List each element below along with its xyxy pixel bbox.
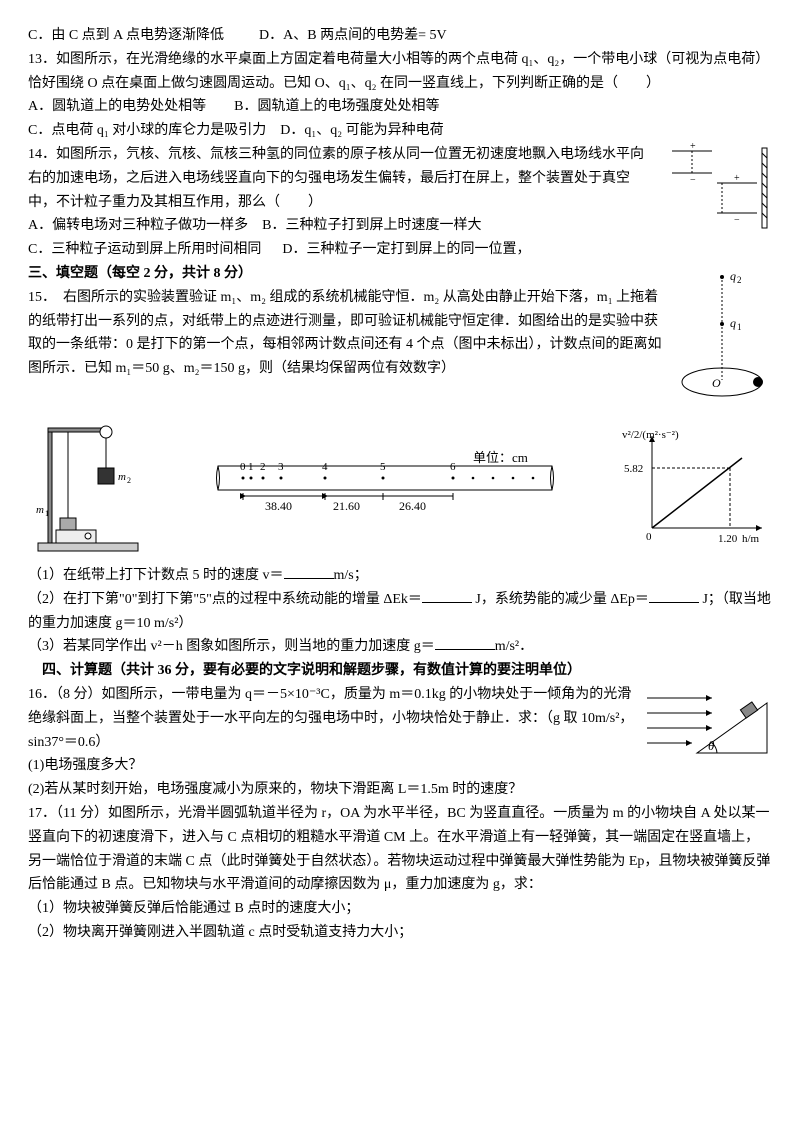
q14-optA: A．偏转电场对三种粒子做功一样多: [28, 218, 248, 233]
svg-text:0: 0: [646, 531, 652, 543]
q14-optD: D．三种粒子一定打到屏上的同一位置，: [282, 242, 530, 257]
q12-options: C．由 C 点到 A 点电势逐渐降低 D．A、B 两点间的电势差= 5V: [28, 24, 772, 48]
graph-ylabel: v²/2/(m²·s⁻²): [622, 429, 679, 441]
svg-text:m: m: [118, 471, 126, 483]
svg-text:1: 1: [737, 322, 742, 332]
svg-text:1: 1: [45, 509, 49, 518]
apparatus-icon: m2 m1: [28, 418, 148, 558]
svg-text:m: m: [36, 504, 44, 516]
q13-row2: C．点电荷 q₁ 对小球的库仑力是吸引力 D．q₁、q₂ 可能为异种电荷: [28, 119, 772, 143]
q13-optD: D．q₁、q₂ 可能为异种电荷: [280, 123, 443, 138]
q15-p3: （3）若某同学作出 v²－h 图象如图所示，则当地的重力加速度 g＝m/s²．: [28, 635, 772, 659]
svg-text:+: +: [690, 143, 696, 152]
q13-optB: B．圆轨道上的电场强度处处相等: [234, 99, 439, 114]
svg-text:0: 0: [240, 461, 246, 473]
q13-row1: A．圆轨道上的电势处处相等 B．圆轨道上的电场强度处处相等: [28, 95, 772, 119]
graph-ytick: 5.82: [624, 463, 643, 475]
q15-stem: 15． 右图所示的实验装置验证 m₁、m₂ 组成的系统机械能守恒．m₂ 从高处由…: [28, 286, 664, 381]
q15-p2: （2）在打下第"0"到打下第"5"点的过程中系统动能的增量 ΔEk＝ J，系统势…: [28, 588, 772, 636]
q14-optC: C．三种粒子运动到屏上所用时间相同: [28, 242, 261, 257]
tape-d2: 21.60: [333, 499, 360, 513]
q13-optA: A．圆轨道上的电势处处相等: [28, 99, 206, 114]
q12-optC: C．由 C 点到 A 点电势逐渐降低: [28, 28, 224, 43]
q17-p1: （1）物块被弹簧反弹后恰能通过 B 点时的速度大小；: [28, 897, 772, 921]
svg-text:1: 1: [248, 461, 254, 473]
svg-text:2: 2: [127, 476, 131, 485]
svg-text:2: 2: [260, 461, 266, 473]
q12-optD: D．A、B 两点间的电势差= 5V: [259, 28, 447, 43]
sec3-row: 三、填空题（每空 2 分，共计 8 分） 15． 右图所示的实验装置验证 m₁、…: [28, 262, 772, 412]
svg-text:3: 3: [278, 461, 284, 473]
q16-p1: (1)电场强度多大？: [28, 754, 634, 778]
graph-icon: v²/2/(m²·s⁻²) h/m 5.82 1.20 0: [622, 428, 772, 548]
svg-text:O: O: [712, 376, 721, 390]
tape-d3: 26.40: [399, 499, 426, 513]
q13-stem: 13．如图所示，在光滑绝缘的水平桌面上方固定着电荷量大小相等的两个点电荷 q₁、…: [28, 48, 772, 96]
q17-stem: 17．（11 分）如图所示，光滑半圆弧轨道半径为 r，OA 为水平半径，BC 为…: [28, 802, 772, 897]
q15-figures: m2 m1 0 1 2 3 4 5 6: [28, 418, 772, 558]
svg-text:q: q: [730, 316, 736, 330]
q13-figure-icon: q2 q1 O: [672, 262, 772, 412]
q17-p2: （2）物块离开弹簧刚进入半圆轨道 c 点时受轨道支持力大小；: [28, 921, 772, 945]
q14-figure-icon: + − + −: [662, 143, 772, 233]
svg-text:−: −: [734, 215, 740, 226]
graph-xtick: 1.20: [718, 533, 738, 545]
q14-block: 14．如图所示，氕核、氘核、氚核三种氢的同位素的原子核从同一位置无初速度地飘入电…: [28, 143, 772, 262]
svg-text:5: 5: [380, 461, 386, 473]
section3-title: 三、填空题（每空 2 分，共计 8 分）: [28, 262, 664, 286]
svg-text:−: −: [690, 175, 696, 186]
graph-xlabel: h/m: [742, 533, 760, 545]
q14-stem: 14．如图所示，氕核、氘核、氚核三种氢的同位素的原子核从同一位置无初速度地飘入电…: [28, 143, 654, 214]
tape-unit: 单位：cm: [473, 450, 528, 465]
q16-p2: (2)若从某时刻开始，电场强度减小为原来的，物块下滑距离 L＝1.5m 时的速度…: [28, 778, 772, 802]
incline-icon: θ: [642, 683, 772, 763]
svg-text:4: 4: [322, 461, 328, 473]
tape-d1: 38.40: [265, 499, 292, 513]
q16-stem: 16．（8 分）如图所示，一带电量为 q＝－5×10⁻³C，质量为 m＝0.1k…: [28, 683, 634, 754]
q14-optB: B．三种粒子打到屏上时速度一样大: [262, 218, 481, 233]
svg-text:2: 2: [737, 275, 742, 285]
q13-optC: C．点电荷 q₁ 对小球的库仑力是吸引力: [28, 123, 266, 138]
q16-block: 16．（8 分）如图所示，一带电量为 q＝－5×10⁻³C，质量为 m＝0.1k…: [28, 683, 772, 778]
section4-title: 四、计算题（共计 36 分，要有必要的文字说明和解题步骤，有数值计算的要注明单位…: [28, 659, 772, 683]
svg-text:6: 6: [450, 461, 456, 473]
svg-text:q: q: [730, 269, 736, 283]
q15-p1: （1）在纸带上打下计数点 5 时的速度 v＝m/s；: [28, 564, 772, 588]
tape-icon: 0 1 2 3 4 5 6 38.40 21.60 26.40 单位：cm: [215, 448, 555, 528]
svg-text:+: +: [734, 173, 740, 184]
